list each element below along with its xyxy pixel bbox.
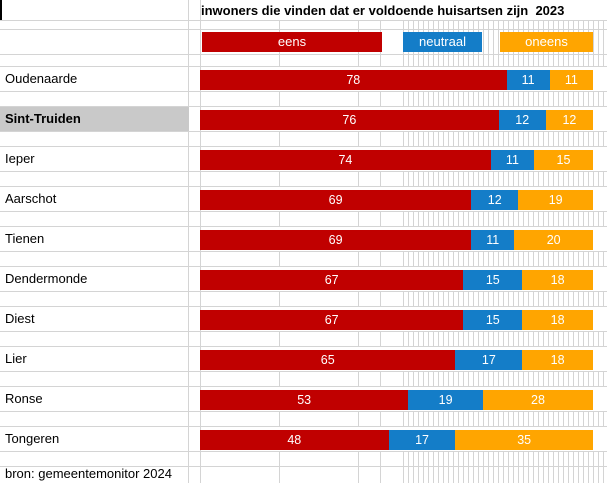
stacked-bar: 67 15 18 bbox=[200, 270, 593, 290]
stacked-bar: 69 11 20 bbox=[200, 230, 593, 250]
bar-segment-neutraal: 12 bbox=[498, 110, 546, 130]
stacked-bar: 69 12 19 bbox=[200, 190, 593, 210]
window-left-edge bbox=[0, 0, 2, 20]
gridline bbox=[188, 267, 189, 291]
category-label: Oudenaarde bbox=[5, 71, 78, 86]
legend-label-eens: eens bbox=[277, 34, 307, 49]
bar-segment-eens: 65 bbox=[200, 350, 456, 370]
stacked-bar: 67 15 18 bbox=[200, 310, 593, 330]
gridline bbox=[188, 427, 189, 451]
bar-segment-neutraal: 17 bbox=[455, 350, 523, 370]
bar-segment-eens: 67 bbox=[200, 310, 464, 330]
bar-segment-oneens: 18 bbox=[522, 310, 593, 330]
bar-segment-neutraal: 15 bbox=[463, 270, 523, 290]
bar-segment-eens: 53 bbox=[200, 390, 409, 410]
chart-row: Diest 67 15 18 bbox=[0, 306, 607, 332]
bar-segment-oneens: 18 bbox=[522, 270, 593, 290]
stacked-bar: 78 11 11 bbox=[200, 70, 593, 90]
gridline bbox=[188, 227, 189, 251]
chart-title: inwoners die vinden dat er voldoende hui… bbox=[201, 3, 565, 18]
chart-row: Aarschot 69 12 19 bbox=[0, 186, 607, 212]
bar-segment-neutraal: 12 bbox=[471, 190, 519, 210]
chart-row: Tongeren 48 17 35 bbox=[0, 426, 607, 452]
category-label: Dendermonde bbox=[5, 271, 88, 286]
chart-row: Tienen 69 11 20 bbox=[0, 226, 607, 252]
bar-segment-neutraal: 15 bbox=[463, 310, 523, 330]
gridline bbox=[188, 67, 189, 91]
bar-segment-eens: 69 bbox=[200, 190, 472, 210]
bar-segment-neutraal: 11 bbox=[471, 230, 515, 250]
gridline bbox=[188, 307, 189, 331]
bar-segment-neutraal: 19 bbox=[408, 390, 483, 410]
stacked-bar: 74 11 15 bbox=[200, 150, 593, 170]
gridline bbox=[0, 54, 607, 55]
gridline bbox=[188, 187, 189, 211]
gridline bbox=[0, 29, 607, 30]
bar-segment-eens: 67 bbox=[200, 270, 464, 290]
gridline bbox=[0, 466, 607, 467]
bar-segment-oneens: 35 bbox=[455, 430, 593, 450]
bar-segment-oneens: 20 bbox=[514, 230, 593, 250]
bar-segment-eens: 76 bbox=[200, 110, 499, 130]
chart-row: Sint-Truiden 76 12 12 bbox=[0, 106, 607, 132]
stacked-bar: 53 19 28 bbox=[200, 390, 593, 410]
bar-segment-oneens: 19 bbox=[518, 190, 593, 210]
bar-segment-neutraal: 11 bbox=[506, 70, 550, 90]
stacked-bar: 65 17 18 bbox=[200, 350, 593, 370]
category-label: Ronse bbox=[5, 391, 43, 406]
bar-segment-eens: 74 bbox=[200, 150, 491, 170]
stacked-bar: 76 12 12 bbox=[200, 110, 593, 130]
title-row: inwoners die vinden dat er voldoende hui… bbox=[0, 0, 607, 21]
gridline bbox=[200, 0, 201, 20]
category-label: Tongeren bbox=[5, 431, 60, 446]
category-label: Sint-Truiden bbox=[5, 111, 81, 126]
category-label: Aarschot bbox=[5, 191, 57, 206]
bar-segment-oneens: 18 bbox=[522, 350, 593, 370]
chart-row: Lier 65 17 18 bbox=[0, 346, 607, 372]
legend-label-neutraal: neutraal bbox=[419, 34, 466, 49]
bar-segment-oneens: 15 bbox=[534, 150, 593, 170]
chart-row: Ieper 74 11 15 bbox=[0, 146, 607, 172]
highlighted-cell bbox=[0, 107, 189, 131]
gridline bbox=[188, 347, 189, 371]
legend-item-oneens: oneens bbox=[500, 32, 593, 52]
chart-row: Dendermonde 67 15 18 bbox=[0, 266, 607, 292]
bar-segment-eens: 69 bbox=[200, 230, 472, 250]
category-label: Ieper bbox=[5, 151, 35, 166]
legend-item-neutraal: neutraal bbox=[403, 32, 482, 52]
legend-label-oneens: oneens bbox=[525, 34, 568, 49]
bar-segment-neutraal: 17 bbox=[388, 430, 456, 450]
gridline bbox=[188, 0, 189, 20]
chart-row: Oudenaarde 78 11 11 bbox=[0, 66, 607, 92]
stacked-bar: 48 17 35 bbox=[200, 430, 593, 450]
bar-segment-eens: 48 bbox=[200, 430, 389, 450]
category-label: Tienen bbox=[5, 231, 45, 246]
gridline bbox=[188, 147, 189, 171]
bar-segment-eens: 78 bbox=[200, 70, 507, 90]
bar-segment-neutraal: 11 bbox=[490, 150, 535, 170]
category-label: Diest bbox=[5, 311, 35, 326]
source-note: bron: gemeentemonitor 2024 bbox=[5, 466, 172, 481]
gridline bbox=[188, 387, 189, 411]
chart-row: Ronse 53 19 28 bbox=[0, 386, 607, 412]
category-label: Lier bbox=[5, 351, 27, 366]
bar-segment-oneens: 28 bbox=[482, 390, 593, 410]
bar-segment-oneens: 11 bbox=[549, 70, 593, 90]
bar-segment-oneens: 12 bbox=[545, 110, 593, 130]
legend-item-eens: eens bbox=[202, 32, 382, 52]
